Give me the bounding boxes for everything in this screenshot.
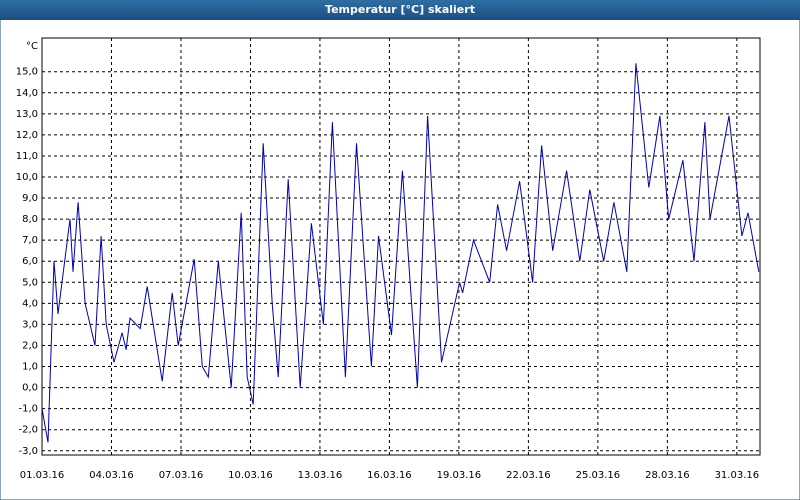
chart-title: Temperatur [°C] skaliert [325, 3, 475, 16]
plot-frame [41, 37, 761, 456]
x-tick-label: 28.03.16 [645, 470, 690, 481]
title-bar [0, 0, 800, 20]
y-tick-label: 9,0 [22, 193, 38, 204]
x-tick-label: 10.03.16 [228, 470, 273, 481]
y-unit: °C [26, 41, 38, 52]
y-tick-label: 6,0 [22, 256, 38, 267]
y-tick-label: 12,0 [16, 130, 38, 141]
y-tick-label: 7,0 [22, 235, 38, 246]
y-tick-label: 10,0 [16, 172, 38, 183]
y-tick-label: -3,0 [18, 446, 38, 457]
x-tick-label: 25.03.16 [576, 470, 621, 481]
x-tick-label: 01.03.16 [20, 470, 65, 481]
y-tick-label: 14,0 [16, 88, 38, 99]
y-tick-label: 0,0 [22, 383, 38, 394]
y-tick-label: 11,0 [16, 151, 38, 162]
y-tick-label: 3,0 [22, 319, 38, 330]
x-tick-label: 13.03.16 [298, 470, 343, 481]
data-line [41, 63, 760, 443]
y-tick-label: 2,0 [22, 340, 38, 351]
y-tick-label: -2,0 [18, 425, 38, 436]
x-tick-label: 07.03.16 [159, 470, 204, 481]
x-tick-label: 16.03.16 [367, 470, 412, 481]
y-tick-label: 13,0 [16, 109, 38, 120]
y-tick-label: 5,0 [22, 277, 38, 288]
x-tick-label: 19.03.16 [437, 470, 482, 481]
x-tick-label: 04.03.16 [89, 470, 134, 481]
y-tick-label: 4,0 [22, 298, 38, 309]
y-tick-label: 15,0 [16, 67, 38, 78]
x-tick-label: 22.03.16 [506, 470, 551, 481]
y-tick-label: -1,0 [18, 404, 38, 415]
y-tick-label: 8,0 [22, 214, 38, 225]
x-tick-label: 31.03.16 [715, 470, 760, 481]
y-tick-label: 1,0 [22, 362, 38, 373]
